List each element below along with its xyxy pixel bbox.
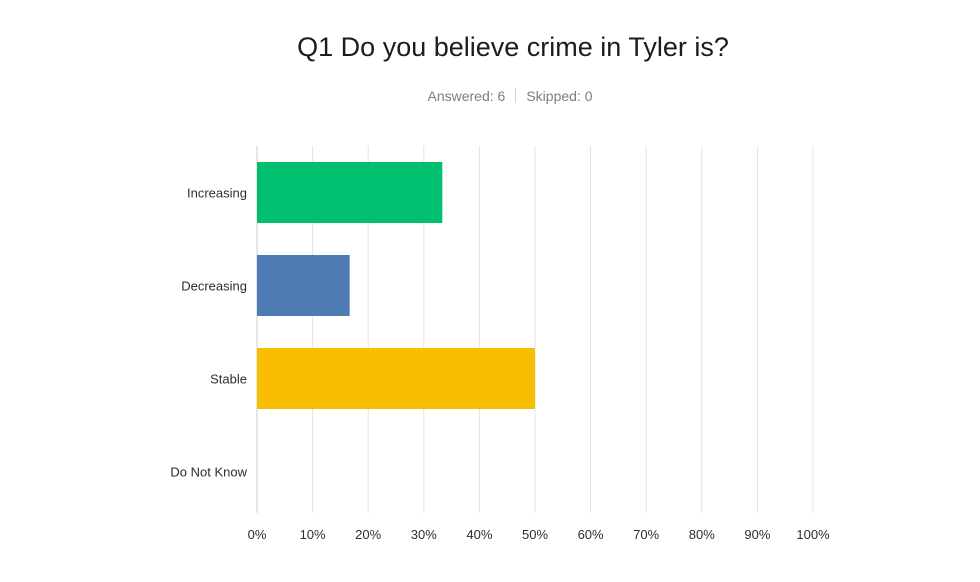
category-label: Decreasing <box>181 279 247 294</box>
x-tick-label: 70% <box>633 527 659 542</box>
bar-stable[interactable] <box>257 348 535 409</box>
x-tick-label: 90% <box>744 527 770 542</box>
x-tick-label: 40% <box>466 527 492 542</box>
category-label: Do Not Know <box>170 465 247 480</box>
category-label: Increasing <box>187 186 247 201</box>
x-tick-label: 100% <box>796 527 830 542</box>
chart-title: Q1 Do you believe crime in Tyler is? <box>297 32 729 62</box>
answered-count: Answered: 6 <box>427 88 506 104</box>
x-tick-label: 20% <box>355 527 381 542</box>
stats-divider <box>515 88 517 103</box>
response-stats: Answered: 6 Skipped: 0 <box>0 88 980 104</box>
bar-decreasing[interactable] <box>257 255 350 316</box>
category-label: Stable <box>210 372 247 387</box>
x-tick-label: 0% <box>248 527 267 542</box>
x-tick-label: 30% <box>411 527 437 542</box>
x-tick-label: 80% <box>689 527 715 542</box>
bar-increasing[interactable] <box>257 162 443 223</box>
x-tick-label: 10% <box>300 527 326 542</box>
skipped-count: Skipped: 0 <box>526 88 593 104</box>
x-tick-label: 60% <box>578 527 604 542</box>
x-tick-label: 50% <box>522 527 548 542</box>
